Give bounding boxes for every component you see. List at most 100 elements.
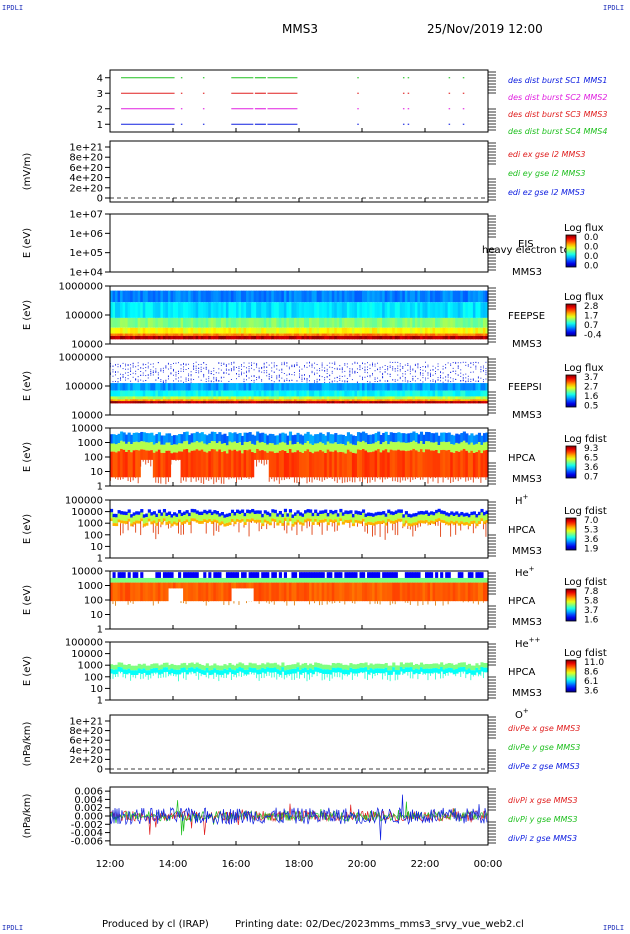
spectrogram-7 [110, 508, 489, 540]
colorbar-tick-label: 1.7 [584, 312, 598, 322]
header-datetime: 25/Nov/2019 12:00 [427, 22, 543, 36]
y-tick-label: 10000 [71, 424, 103, 435]
colorbar [565, 588, 577, 622]
y-tick-label: 6e+20 [69, 736, 103, 747]
y-tick-label: 0.002 [74, 803, 103, 814]
colorbar-tick-label: 2.8 [584, 302, 599, 312]
spacecraft-label: MMS3 [512, 688, 542, 699]
y-tick-label: 0.000 [74, 812, 103, 823]
y-axis-label: (nPa/km) [22, 794, 33, 839]
y-tick-label: 0.004 [74, 795, 103, 806]
spacecraft-label: MMS3 [512, 546, 542, 557]
legend-entry: des dist burst SC2 MMS2 [508, 93, 607, 102]
y-tick-label: 2 [97, 104, 103, 115]
corner-mark-top-left: IPDLI [2, 4, 24, 12]
y-axis-label: E (eV) [22, 371, 33, 401]
colorbar-tick-label: 0.0 [584, 252, 599, 262]
panel-6: 10000 1000 100 10 1 E (eV) HPCA MMS3 H+ Log fdist… [22, 424, 607, 508]
y-axis-label: E (eV) [22, 300, 33, 330]
spectrogram-6 [110, 431, 489, 485]
colorbar-tick-label: 1.6 [584, 392, 599, 402]
legend-entry: edi ey gse l2 MMS3 [508, 169, 586, 178]
panel-frame-10 [109, 714, 489, 774]
colorbar-tick-label: 2.7 [584, 383, 598, 393]
y-tick-label: 6e+20 [69, 163, 103, 174]
colorbar-tick-label: 3.6 [584, 463, 599, 473]
instrument-label: FEEPSI [508, 382, 542, 393]
y-axis-label: (nPa/km) [22, 722, 33, 767]
colorbar-tick-label: 0.0 [584, 243, 599, 253]
y-tick-label: 1 [97, 482, 103, 493]
species-charge: + [523, 707, 529, 715]
colorbar-tick-label: 1.9 [584, 545, 599, 555]
legend-entry: divPi x gse MMS3 [508, 796, 578, 805]
y-tick-label: 2e+20 [69, 755, 103, 766]
colorbar-tick-label: 0.7 [584, 473, 598, 483]
header-spacecraft: MMS3 [282, 22, 318, 36]
panel-frame-1 [109, 69, 489, 133]
y-tick-label: 1 [97, 554, 103, 565]
colorbar [565, 517, 577, 551]
panel-frame-7 [109, 499, 489, 559]
y-tick-label: 8e+20 [69, 726, 103, 737]
legend-entry: des dist burst SC3 MMS3 [508, 110, 607, 119]
y-tick-label: 10 [90, 542, 103, 553]
y-tick-label: 0 [97, 765, 103, 776]
y-tick-label: 1 [97, 696, 103, 707]
colorbar-title: Log fdist [564, 577, 607, 588]
footer-producer: Produced by cl (IRAP) [102, 919, 209, 930]
species-charge: + [523, 493, 529, 501]
y-tick-label: 8e+20 [69, 153, 103, 164]
spectrogram-4 [110, 290, 489, 340]
y-axis-label: E (eV) [22, 585, 33, 615]
corner-mark-bottom-left: IPDLI [2, 924, 24, 932]
y-tick-label: -0.006 [71, 836, 103, 847]
y-tick-label: 1 [97, 120, 103, 131]
instrument-label: HPCA [508, 596, 536, 607]
legend-entry: divPi y gse MMS3 [508, 815, 578, 824]
colorbar-tick-label: 5.3 [584, 526, 598, 536]
legend-entry: divPe x gse MMS3 [508, 724, 580, 733]
instrument-label: HPCA [508, 525, 536, 536]
y-tick-label: 10000 [71, 340, 103, 351]
species-label: H+ [515, 493, 529, 507]
y-tick-label: 4e+20 [69, 173, 103, 184]
colorbar-title: Log fdist [564, 434, 607, 445]
colorbar-tick-label: 7.0 [584, 516, 599, 526]
instrument-label: EIS [518, 239, 534, 250]
spacecraft-label: MMS3 [512, 267, 542, 278]
y-tick-label: 1e+21 [69, 717, 103, 728]
legend-entry: divPi z gse MMS3 [508, 834, 577, 843]
colorbar-tick-label: 3.7 [584, 373, 598, 383]
species-charge: + [529, 565, 535, 573]
y-axis-label: E (eV) [22, 514, 33, 544]
x-tick-label: 00:00 [474, 859, 503, 870]
colorbar-title: Log fdist [564, 648, 607, 659]
y-tick-label: 1e+06 [69, 229, 103, 240]
y-tick-label: 0.006 [74, 787, 103, 798]
overlay-label: heavy electron tof [482, 245, 574, 256]
y-tick-label: 1000 [78, 581, 103, 592]
y-tick-label: 4e+20 [69, 745, 103, 756]
footer-file: mms_mms3_srvy_vue_web2.cl [370, 919, 524, 930]
y-tick-label: 10 [90, 467, 103, 478]
spacecraft-label: MMS3 [512, 474, 542, 485]
colorbar-tick-label: 0.0 [584, 262, 599, 272]
y-tick-label: 1 [97, 625, 103, 636]
y-tick-label: 10 [90, 684, 103, 695]
colorbar-tick-label: 3.7 [584, 606, 598, 616]
legend-entry: divPe y gse MMS3 [508, 743, 580, 752]
y-tick-label: 10000 [71, 411, 103, 422]
x-tick-label: 22:00 [411, 859, 440, 870]
corner-mark-top-right: IPDLI [603, 4, 625, 12]
legend-entry: edi ez gse l2 MMS3 [508, 188, 585, 197]
panel-1: 4 3 2 1 des dist burst SC1 MMS1 des dist burs… [97, 69, 607, 136]
footer-printed: Printing date: 02/Dec/2023 [235, 919, 371, 930]
species-label: O+ [515, 707, 529, 721]
y-tick-label: 100000 [65, 382, 103, 393]
colorbar-title: Log fdist [564, 506, 607, 517]
colorbar-title: Log flux [564, 223, 604, 234]
